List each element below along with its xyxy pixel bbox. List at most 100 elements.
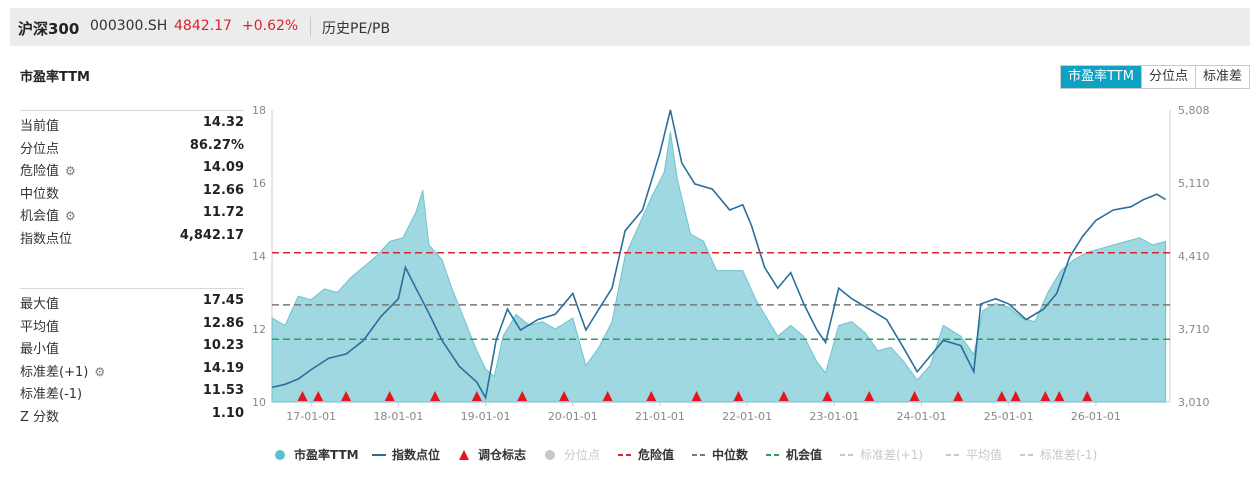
stat-value: 12.86 xyxy=(202,315,244,331)
right-tick-label: 5,110 xyxy=(1178,177,1210,190)
rebalance-marker xyxy=(996,391,1007,401)
legend-item[interactable]: 市盈率TTM xyxy=(275,447,359,462)
stat-row: 最小值 10.23 xyxy=(20,334,244,357)
right-tick-label: 3,710 xyxy=(1178,323,1210,336)
rebalance-marker xyxy=(384,391,395,401)
rebalance-marker xyxy=(953,391,964,401)
stat-label: 中位数 xyxy=(20,186,60,202)
stat-row: 危险值 ⚙ 14.09 xyxy=(20,156,244,179)
legend-label: 标准差(+1) xyxy=(860,448,923,462)
stat-label: 标准差(+1) ⚙ xyxy=(20,364,106,380)
x-tick-label: 24-01-01 xyxy=(897,410,947,423)
index-price: 4842.17 xyxy=(174,18,232,34)
stat-value: 11.53 xyxy=(202,383,244,398)
stat-row: 指数点位 4,842.17 xyxy=(20,224,244,247)
x-tick-label: 21-01-01 xyxy=(635,410,685,423)
rebalance-marker xyxy=(297,391,308,401)
toggle-percentile[interactable]: 分位点 xyxy=(1140,66,1195,88)
rebalance-marker xyxy=(471,391,482,401)
right-tick-label: 3,010 xyxy=(1178,396,1210,409)
stat-value: 4,842.17 xyxy=(179,227,244,243)
rebalance-marker xyxy=(822,391,833,401)
right-tick-label: 5,808 xyxy=(1178,104,1210,117)
tab-history-pe-pb[interactable]: 历史PE/PB xyxy=(322,21,391,37)
stat-label: 当前值 xyxy=(20,119,60,134)
stat-label: 危险值 ⚙ xyxy=(20,164,76,179)
stat-row: 中位数 12.66 xyxy=(20,179,244,202)
stat-row: 机会值 ⚙ 11.72 xyxy=(20,201,244,224)
settings-gear-icon[interactable]: ⚙ xyxy=(65,164,76,178)
rebalance-marker xyxy=(733,391,744,401)
stat-row: 标准差(-1) 11.53 xyxy=(20,379,244,402)
rebalance-marker xyxy=(1082,391,1093,401)
legend-label: 分位点 xyxy=(564,447,600,462)
legend-dot-icon xyxy=(545,450,555,460)
stats-panel-top: 当前值 14.32 分位点 86.27% 危险值 ⚙ 14.09 中位数 12.66 机会值 ⚙ 11… xyxy=(20,110,244,247)
toggle-pe-ttm[interactable]: 市盈率TTM xyxy=(1061,66,1141,88)
index-code: 000300.SH xyxy=(90,18,168,34)
legend-item[interactable]: 指数点位 xyxy=(372,447,440,462)
header-divider xyxy=(310,17,311,37)
rebalance-marker xyxy=(430,391,441,401)
rebalance-marker xyxy=(602,391,613,401)
x-tick-label: 17-01-01 xyxy=(286,410,336,423)
pe-chart: 10 12 14 16 18 3,010 3,710 4,410 5,110 5,808 17-01… xyxy=(252,104,1210,462)
stat-value: 14.19 xyxy=(202,360,244,376)
rebalance-marker xyxy=(517,391,528,401)
stat-value: 10.23 xyxy=(202,338,244,353)
index-change: +0.62% xyxy=(242,18,299,34)
legend-label: 危险值 xyxy=(637,447,674,462)
left-tick-label: 12 xyxy=(252,323,266,336)
legend-item[interactable]: 平均值 xyxy=(946,447,1002,462)
stat-value: 14.32 xyxy=(202,115,244,130)
stats-panel-bottom: 最大值 17.45 平均值 12.86 最小值 10.23 标准差(+1) ⚙ 14.19 标准差… xyxy=(20,288,244,425)
stat-row: Z 分数 1.10 xyxy=(20,402,244,425)
left-tick-label: 10 xyxy=(252,396,266,409)
legend-item[interactable]: 标准差(-1) xyxy=(1020,448,1097,462)
stat-value: 17.45 xyxy=(202,293,244,308)
legend-item[interactable]: 中位数 xyxy=(692,447,749,462)
stat-value: 11.72 xyxy=(202,205,244,220)
x-tick-label: 25-01-01 xyxy=(984,410,1034,423)
stat-value: 14.09 xyxy=(202,160,244,175)
stat-label: 指数点位 xyxy=(20,231,73,247)
stat-value: 1.10 xyxy=(211,405,244,421)
legend-label: 市盈率TTM xyxy=(294,447,359,462)
header-bar: 沪深300 000300.SH 4842.17 +0.62% 历史PE/PB xyxy=(10,8,1250,46)
stat-label: 最大值 xyxy=(20,297,60,312)
x-tick-label: 26-01-01 xyxy=(1071,410,1121,423)
legend-item[interactable]: 调仓标志 xyxy=(459,447,526,462)
toggle-stddev[interactable]: 标准差 xyxy=(1194,66,1249,88)
stat-value: 12.66 xyxy=(202,182,244,198)
rebalance-marker xyxy=(864,391,875,401)
legend-item[interactable]: 机会值 xyxy=(766,447,822,462)
legend-dot-icon xyxy=(275,450,285,460)
stat-label: Z 分数 xyxy=(20,409,60,425)
stat-label: 分位点 xyxy=(20,141,60,157)
rebalance-marker xyxy=(1010,391,1021,401)
legend-label: 标准差(-1) xyxy=(1040,448,1097,462)
x-tick-label: 19-01-01 xyxy=(461,410,511,423)
rebalance-marker xyxy=(646,391,657,401)
settings-gear-icon[interactable]: ⚙ xyxy=(65,209,76,223)
legend-item[interactable]: 标准差(+1) xyxy=(840,448,923,462)
rebalance-marker xyxy=(313,391,324,401)
pe-ttm-area xyxy=(271,131,1167,403)
legend-triangle-icon xyxy=(459,450,469,460)
legend-label: 平均值 xyxy=(966,447,1002,462)
rebalance-marker xyxy=(778,391,789,401)
legend-label: 中位数 xyxy=(712,447,749,462)
legend-item[interactable]: 分位点 xyxy=(545,447,600,462)
left-tick-label: 18 xyxy=(252,104,266,117)
rebalance-marker xyxy=(341,391,352,401)
right-tick-label: 4,410 xyxy=(1178,250,1210,263)
settings-gear-icon[interactable]: ⚙ xyxy=(94,364,106,379)
stat-label: 平均值 xyxy=(20,319,60,335)
stat-row: 标准差(+1) ⚙ 14.19 xyxy=(20,357,244,380)
stat-row: 分位点 86.27% xyxy=(20,134,244,157)
stat-row: 最大值 17.45 xyxy=(20,289,244,312)
stat-row: 平均值 12.86 xyxy=(20,312,244,335)
x-tick-label: 18-01-01 xyxy=(373,410,423,423)
legend-item[interactable]: 危险值 xyxy=(618,447,674,462)
x-tick-label: 23-01-01 xyxy=(809,410,859,423)
